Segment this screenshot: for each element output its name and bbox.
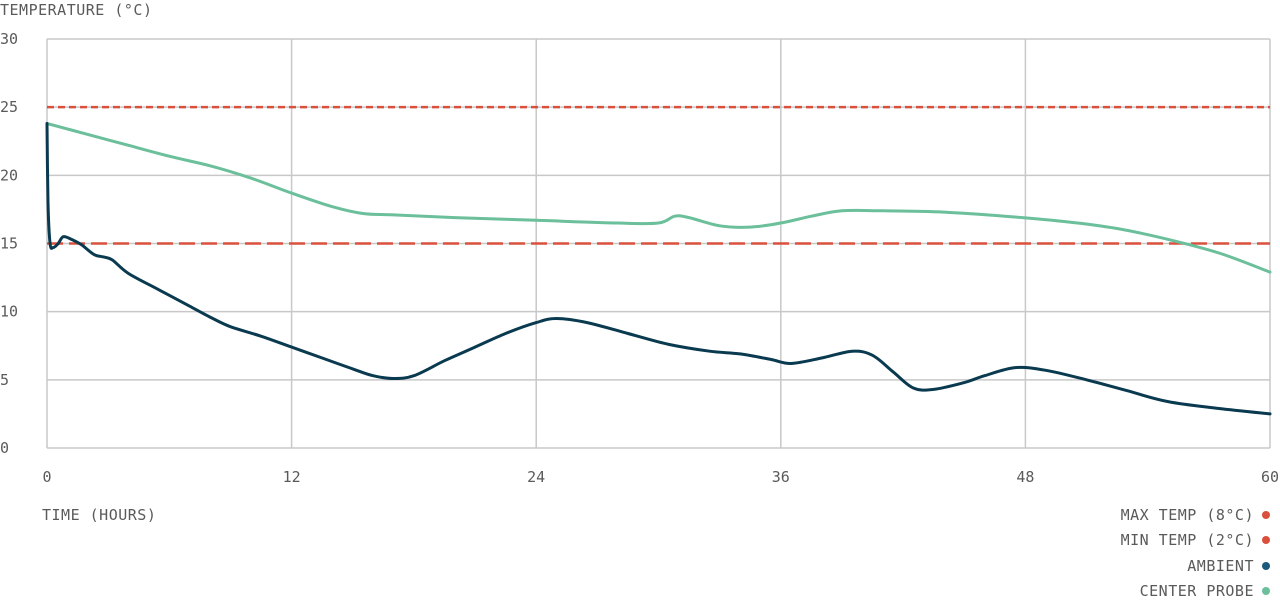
x-tick-label: 48 (1016, 468, 1034, 486)
legend-label-ambient: AMBIENT (1187, 557, 1254, 575)
legend: MAX TEMP (8°C) MIN TEMP (2°C) AMBIENT CE… (970, 502, 1270, 604)
y-tick-label: 20 (0, 166, 18, 184)
legend-dot-max-temp (1262, 511, 1270, 519)
y-tick-label: 25 (0, 98, 18, 116)
y-tick-label: 10 (0, 303, 18, 321)
legend-item-max-temp: MAX TEMP (8°C) (970, 502, 1270, 528)
x-tick-label: 60 (1261, 468, 1279, 486)
x-tick-label: 0 (42, 468, 51, 486)
y-tick-label: 0 (0, 439, 9, 457)
y-tick-label: 30 (0, 30, 18, 48)
x-tick-label: 12 (283, 468, 301, 486)
x-tick-label: 24 (527, 468, 545, 486)
x-axis-label: TIME (HOURS) (42, 506, 156, 524)
legend-item-center-probe: CENTER PROBE (970, 579, 1270, 604)
x-tick-label: 36 (772, 468, 790, 486)
legend-dot-ambient (1262, 562, 1270, 570)
legend-label-max-temp: MAX TEMP (8°C) (1121, 506, 1254, 524)
legend-dot-min-temp (1262, 536, 1270, 544)
legend-dot-center-probe (1262, 587, 1270, 595)
ambient-series-line (47, 124, 1270, 414)
y-tick-label: 15 (0, 235, 18, 253)
y-axis-label: TEMPERATURE (°C) (0, 1, 153, 19)
legend-item-min-temp: MIN TEMP (2°C) (970, 528, 1270, 554)
legend-label-center-probe: CENTER PROBE (1140, 582, 1254, 600)
legend-item-ambient: AMBIENT (970, 553, 1270, 579)
y-tick-label: 5 (0, 371, 9, 389)
legend-label-min-temp: MIN TEMP (2°C) (1121, 531, 1254, 549)
center-probe-series-line (47, 124, 1270, 273)
